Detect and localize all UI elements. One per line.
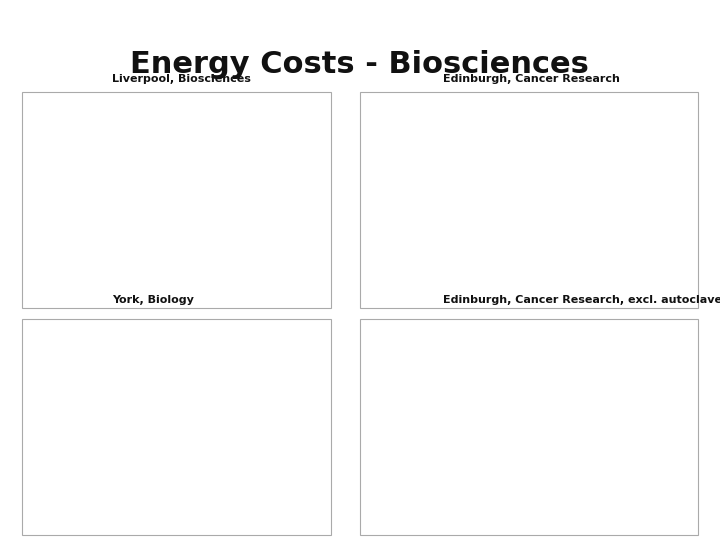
Wedge shape: [117, 372, 176, 483]
Text: Ventilation-
related
35%: Ventilation- related 35%: [421, 152, 465, 182]
Wedge shape: [470, 141, 529, 234]
Wedge shape: [482, 200, 529, 253]
Text: Lighting
13%: Lighting 13%: [583, 369, 614, 389]
Text: Lighting
18%: Lighting 18%: [243, 164, 274, 183]
Wedge shape: [157, 368, 176, 427]
Text: Equipment &
small power
38%: Equipment & small power 38%: [578, 237, 629, 267]
Text: Space heating
7%: Space heating 7%: [545, 120, 600, 139]
Text: Equipment &
small power
42%: Equipment & small power 42%: [567, 472, 618, 502]
Wedge shape: [529, 374, 585, 427]
Text: Lighting
12%: Lighting 12%: [582, 141, 613, 160]
Text: Ventilation-
related
44%: Ventilation- related 44%: [60, 414, 104, 443]
Text: Space
heating
12%: Space heating 12%: [181, 483, 210, 513]
Text: Small power
24%: Small power 24%: [222, 361, 269, 381]
Text: Ventilation-
related
42%: Ventilation- related 42%: [63, 167, 107, 197]
Wedge shape: [176, 368, 234, 427]
Wedge shape: [504, 178, 588, 259]
Wedge shape: [117, 141, 176, 251]
Text: Small Power
30%: Small Power 30%: [207, 255, 253, 274]
Wedge shape: [489, 408, 588, 485]
Text: Space heating
7%: Space heating 7%: [545, 347, 600, 366]
Text: Energy Costs - Biosciences: Energy Costs - Biosciences: [130, 50, 588, 79]
Text: Edinburgh, Cancer Research, excl. autoclave: Edinburgh, Cancer Research, excl. autocl…: [443, 295, 720, 305]
Wedge shape: [176, 152, 235, 211]
Text: Autoclave
steam
8%: Autoclave steam 8%: [446, 240, 484, 270]
Text: Lighting
24%: Lighting 24%: [240, 450, 271, 470]
Wedge shape: [529, 368, 554, 427]
Wedge shape: [148, 200, 234, 259]
Text: Central services
(incl. servers)
6%: Central services (incl. servers) 6%: [102, 341, 164, 371]
Text: Edinburgh, Cancer Research: Edinburgh, Cancer Research: [443, 73, 620, 84]
Text: Space
Heating
10%: Space Heating 10%: [199, 117, 229, 146]
Wedge shape: [176, 415, 235, 481]
Text: Liverpool, Biosciences: Liverpool, Biosciences: [112, 73, 251, 84]
Wedge shape: [176, 141, 211, 200]
Wedge shape: [160, 427, 199, 485]
Text: Ventilation
related
38%: Ventilation related 38%: [421, 386, 462, 415]
Wedge shape: [529, 141, 554, 200]
Wedge shape: [470, 368, 529, 469]
Text: York, Biology: York, Biology: [112, 295, 194, 305]
Wedge shape: [529, 147, 584, 200]
